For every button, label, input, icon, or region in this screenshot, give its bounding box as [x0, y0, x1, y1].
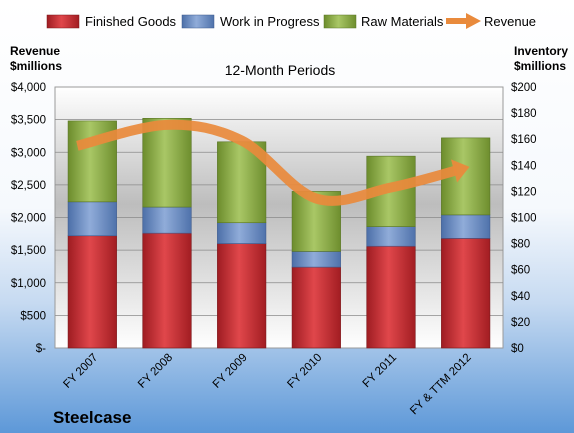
left-tick-label: $500 [20, 310, 46, 322]
bar-finished-goods-fy-2007 [67, 235, 117, 349]
right-tick-label: $180 [511, 108, 537, 120]
legend-label-work-in-progress: Work in Progress [220, 14, 320, 29]
bar-work-in-progress-fy-2007 [67, 201, 117, 237]
right-axis-title-line2: $millions [514, 59, 566, 73]
legend-label-raw-materials: Raw Materials [361, 14, 444, 29]
legend-swatch-raw-materials [323, 14, 357, 29]
right-tick-label: $20 [511, 317, 530, 329]
legend-item-raw-materials[interactable]: Raw Materials [323, 14, 444, 29]
legend-swatch-work-in-progress [181, 14, 215, 29]
bar-work-in-progress-fy-2010 [291, 251, 341, 268]
right-axis-ticks: $0 $20 $40 $60 $80 $100 $120 $140 $160 $180 $200 [511, 82, 537, 355]
bar-work-in-progress-fy-2008 [142, 206, 192, 234]
legend-arrowhead-revenue [466, 13, 481, 29]
bar-finished-goods-fy-2008 [142, 232, 192, 349]
bar-finished-goods-fy-ttm-2012 [441, 238, 491, 349]
right-tick-label: $200 [511, 82, 537, 94]
right-axis-title-line1: Inventory [514, 44, 568, 58]
revenue-arrowhead [451, 159, 470, 183]
right-tick-label: $160 [511, 134, 537, 146]
bar-finished-goods-fy-2011 [366, 245, 416, 349]
left-tick-label: $2,500 [11, 180, 46, 192]
left-axis-title-line2: $millions [10, 59, 62, 73]
legend-item-revenue[interactable]: Revenue [446, 13, 536, 29]
right-tick-label: $120 [511, 186, 537, 198]
left-axis-title-line1: Revenue [10, 44, 60, 58]
left-tick-label: $1,000 [11, 278, 46, 290]
left-tick-label: $3,000 [11, 147, 46, 159]
gridlines [55, 119, 503, 316]
right-tick-label: $40 [511, 291, 530, 303]
legend-item-finished-goods[interactable]: Finished Goods [46, 14, 177, 29]
bar-raw-materials-fy-2008 [142, 118, 192, 208]
left-tick-label: $- [36, 343, 46, 355]
right-tick-label: $100 [511, 213, 537, 225]
company-name: Steelcase [53, 408, 131, 427]
revenue-line [76, 119, 470, 206]
right-tick-label: $60 [511, 265, 530, 277]
bar-finished-goods-fy-2010 [291, 266, 341, 349]
left-axis-ticks: $- $500 $1,000 $1,500 $2,000 $2,500 $3,000 $3,5… [11, 82, 46, 355]
bar-work-in-progress-fy-ttm-2012 [441, 214, 491, 239]
right-tick-label: $80 [511, 239, 530, 251]
left-tick-label: $3,500 [11, 115, 46, 127]
right-tick-label: $0 [511, 343, 524, 355]
left-tick-label: $2,000 [11, 213, 46, 225]
left-tick-label: $1,500 [11, 245, 46, 257]
bar-work-in-progress-fy-2011 [366, 226, 416, 247]
revenue-line-path [76, 119, 458, 206]
legend-label-finished-goods: Finished Goods [85, 14, 177, 29]
bars [67, 118, 491, 349]
right-tick-label: $140 [511, 160, 537, 172]
bar-work-in-progress-fy-2009 [217, 222, 267, 244]
legend-label-revenue: Revenue [484, 14, 536, 29]
left-tick-label: $4,000 [11, 82, 46, 94]
chart-subtitle: 12-Month Periods [225, 62, 336, 78]
legend-swatch-finished-goods [46, 14, 80, 29]
legend-item-work-in-progress[interactable]: Work in Progress [181, 14, 320, 29]
bar-finished-goods-fy-2009 [217, 243, 267, 349]
legend: Finished Goods Work in Progress Raw Mate… [46, 13, 536, 29]
